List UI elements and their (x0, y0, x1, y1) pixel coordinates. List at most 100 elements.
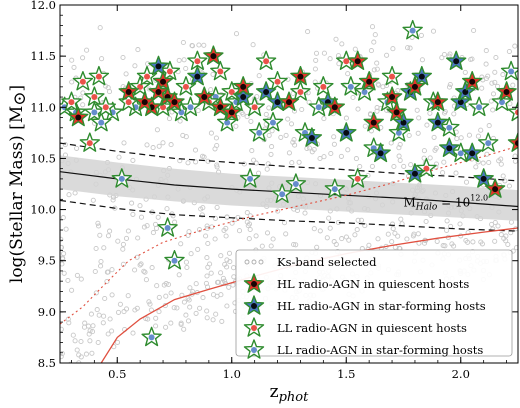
ks-dot (474, 165, 478, 169)
star-hl-starforming-center (194, 74, 200, 80)
ks-dot (234, 124, 238, 128)
star-hl-quiescent-center (240, 84, 246, 90)
ks-dot (325, 236, 329, 240)
star-ll-starforming-center (91, 109, 97, 115)
ks-dot (279, 135, 283, 139)
star-hl-starforming-center (481, 176, 487, 182)
star-ll-quiescent (80, 133, 99, 151)
ks-dot (161, 141, 165, 145)
star-ll-quiescent-center (217, 68, 223, 74)
star-ll-starforming-center (348, 84, 354, 90)
ks-dot (237, 229, 241, 233)
star-ll-starforming (502, 62, 520, 80)
ks-dot (318, 156, 322, 160)
ks-dot (91, 198, 95, 202)
ks-dot (270, 129, 274, 133)
ks-dot (193, 148, 197, 152)
ks-dot (232, 266, 236, 270)
ks-dot (344, 116, 348, 120)
ks-dot (322, 51, 326, 55)
ks-dot (83, 321, 87, 325)
ks-dot (178, 119, 182, 123)
ks-dot (182, 58, 186, 62)
ks-dot (314, 51, 318, 55)
ks-dot (435, 239, 439, 243)
ks-dot (513, 154, 517, 158)
ks-dot (153, 222, 157, 226)
ks-dot (416, 232, 420, 236)
ks-dot (322, 155, 326, 159)
ks-dot (372, 40, 376, 44)
ks-dot (428, 111, 432, 115)
star-hl-starforming-center (446, 145, 452, 151)
ks-dot (116, 310, 120, 314)
legend-entry: HL radio-AGN in quiescent hosts (245, 274, 470, 292)
ks-dot (177, 273, 181, 277)
ks-dot (264, 112, 268, 116)
star-ll-starforming-center (119, 176, 125, 182)
star-ll-starforming-center (251, 347, 257, 353)
ks-dot (314, 58, 318, 62)
star-hl-quiescent-center (412, 84, 418, 90)
ks-dot (340, 237, 344, 241)
ks-dot (205, 274, 209, 278)
ks-dot (251, 43, 255, 47)
ks-dot (145, 143, 149, 147)
ks-dot (214, 136, 218, 140)
ks-dot (332, 135, 336, 139)
ks-dot (131, 158, 135, 162)
ks-dot (85, 48, 89, 52)
ks-dot (493, 239, 497, 243)
y-axis-label-main: log(Stellar Mass) [M (7, 106, 27, 283)
ks-dot (487, 124, 491, 128)
ks-dot (458, 222, 462, 226)
ks-dot (66, 278, 70, 282)
ks-dot (318, 229, 322, 233)
ks-dot (493, 70, 497, 74)
star-ll-quiescent (291, 82, 310, 100)
ks-dot (393, 245, 397, 249)
ks-dot (493, 80, 497, 84)
ks-dot (198, 306, 202, 310)
ks-dot (202, 43, 206, 47)
y-tick-label: 10.5 (30, 151, 56, 165)
ks-dot (339, 154, 343, 158)
ks-dot (507, 184, 511, 188)
star-ll-starforming (479, 133, 498, 151)
star-ll-starforming-center (446, 125, 452, 131)
star-hl-starforming-center (263, 89, 269, 95)
ks-dot (175, 306, 179, 310)
star-hl-starforming (474, 169, 493, 187)
ks-dot (431, 29, 435, 33)
star-ll-quiescent-center (194, 58, 200, 64)
ks-dot (353, 47, 357, 51)
ks-dot (481, 161, 485, 165)
ks-dot (354, 157, 358, 161)
star-ll-quiescent-center (355, 176, 361, 182)
ks-dot (186, 319, 190, 323)
star-ll-quiescent (314, 77, 333, 95)
star-hl-quiescent-center (332, 104, 338, 110)
star-hl-quiescent-center (435, 99, 441, 105)
star-hl-quiescent-center (297, 74, 303, 80)
ks-dot (398, 158, 402, 162)
star-ll-starforming-center (279, 191, 285, 197)
ks-dot (155, 128, 159, 132)
ks-dot (106, 234, 110, 238)
halo-relation (60, 143, 518, 231)
ks-dot (265, 231, 269, 235)
ks-dot (496, 224, 500, 228)
ks-dot (422, 241, 426, 245)
star-hl-quiescent-center (394, 109, 400, 115)
ks-dot (184, 66, 188, 70)
ks-dot (164, 294, 168, 298)
star-ll-quiescent-center (126, 99, 132, 105)
ks-dot (75, 348, 79, 352)
ks-dot (232, 275, 236, 279)
star-hl-starforming-center (251, 303, 257, 309)
star-ll-quiescent-center (80, 79, 86, 85)
ks-dot (116, 239, 120, 243)
star-hl-starforming-center (419, 74, 425, 80)
ks-dot (165, 207, 169, 211)
y-tick-label: 9.0 (38, 305, 56, 319)
